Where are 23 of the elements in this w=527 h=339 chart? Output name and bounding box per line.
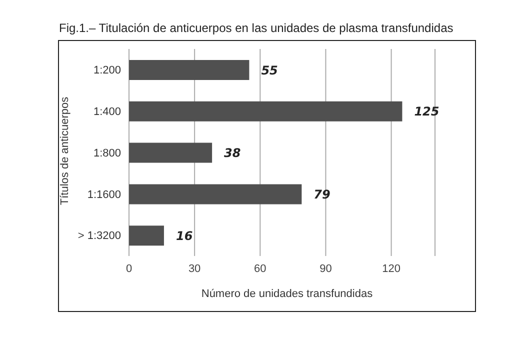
data-label: 125: [414, 104, 440, 119]
data-label: 38: [224, 146, 241, 160]
y-tick-label: 1:400: [93, 106, 121, 118]
bar: [129, 142, 212, 163]
x-axis-title: Número de unidades transfundidas: [200, 288, 374, 300]
y-tick-label: 1:800: [93, 147, 121, 160]
data-label: 55: [261, 63, 278, 78]
x-tick-label: 30: [188, 262, 201, 275]
y-tick-label: 1:1600: [87, 188, 121, 201]
chart-title: Fig.1.– Titulación de anticuerpos en las unidades de plasma transfundidas: [59, 21, 454, 35]
x-tick-label: 120: [382, 262, 400, 275]
bar: [129, 60, 250, 80]
x-tick-label: 90: [320, 262, 332, 275]
data-label: 79: [314, 187, 330, 202]
x-tick-label: 0: [126, 262, 132, 275]
data-label: 16: [176, 228, 193, 243]
x-tick-label: 60: [254, 262, 266, 275]
bar: [129, 101, 402, 122]
y-tick-label: > 1:3200: [78, 230, 121, 242]
y-tick-label: 1:200: [93, 64, 121, 77]
bar: [129, 184, 302, 204]
y-axis-title: Títulos de anticuerpos: [59, 96, 71, 206]
bar: [129, 226, 164, 246]
